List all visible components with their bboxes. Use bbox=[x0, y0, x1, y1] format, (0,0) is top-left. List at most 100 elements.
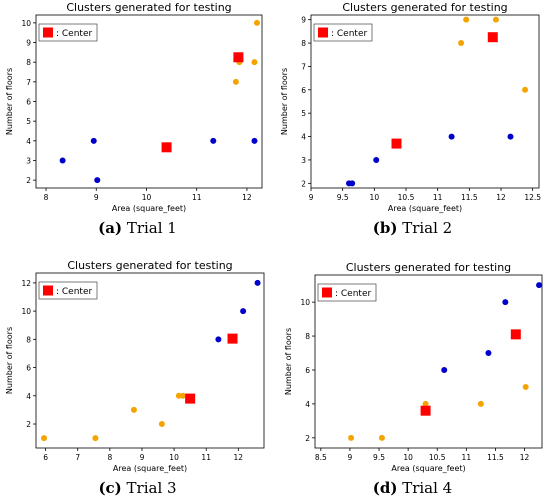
cluster-point-blue bbox=[502, 299, 509, 306]
chart-title: Clusters generated for testing bbox=[346, 261, 511, 274]
x-tick-label: 8 bbox=[107, 453, 112, 462]
cluster-point-orange bbox=[522, 86, 529, 93]
x-tick-label: 11 bbox=[462, 453, 472, 462]
center-marker bbox=[227, 333, 238, 344]
cluster-point-orange bbox=[92, 435, 99, 442]
cluster-point-blue bbox=[215, 336, 222, 343]
y-tick-label: 3 bbox=[301, 156, 306, 165]
x-tick-label: 11 bbox=[192, 193, 202, 202]
chart-title: Clusters generated for testing bbox=[342, 1, 507, 14]
y-axis-label: Number of floors bbox=[280, 68, 289, 135]
cluster-point-blue bbox=[349, 180, 356, 187]
caption-tag: (a) bbox=[98, 219, 123, 237]
y-tick-label: 6 bbox=[26, 98, 31, 107]
y-tick-label: 5 bbox=[301, 109, 306, 118]
y-axis-label: Number of floors bbox=[5, 68, 14, 135]
cluster-point-blue bbox=[210, 137, 217, 144]
cluster-point-blue bbox=[90, 137, 97, 144]
cluster-point-orange bbox=[180, 392, 187, 399]
x-axis-label: Area (square_feet) bbox=[113, 464, 187, 473]
caption-text: Trial 4 bbox=[397, 479, 453, 497]
y-tick-label: 8 bbox=[26, 58, 31, 67]
y-tick-label: 10 bbox=[21, 19, 31, 28]
cluster-point-orange bbox=[251, 59, 258, 66]
y-tick-label: 2 bbox=[26, 176, 31, 185]
legend-label: : Center bbox=[335, 289, 371, 299]
x-tick-label: 10 bbox=[370, 193, 380, 202]
cluster-point-orange bbox=[477, 400, 484, 407]
cluster-point-blue bbox=[485, 350, 492, 357]
caption-tag: (b) bbox=[372, 219, 398, 237]
x-tick-label: 8.5 bbox=[315, 453, 327, 462]
legend-label: : Center bbox=[331, 29, 367, 39]
legend-box bbox=[317, 283, 377, 302]
y-tick-label: 4 bbox=[301, 133, 306, 142]
y-tick-label: 6 bbox=[305, 366, 310, 375]
caption-text: Trial 1 bbox=[122, 219, 177, 237]
y-tick-label: 8 bbox=[301, 39, 306, 48]
x-axis-label: Area (square_feet) bbox=[391, 464, 465, 473]
legend-center-swatch bbox=[318, 27, 328, 38]
x-tick-label: 9.5 bbox=[337, 193, 349, 202]
cluster-point-orange bbox=[130, 406, 137, 413]
y-tick-label: 4 bbox=[26, 137, 31, 146]
x-tick-label: 12 bbox=[520, 453, 530, 462]
caption-trial-2: (b) Trial 2 bbox=[275, 219, 550, 237]
caption-text: Trial 2 bbox=[397, 219, 453, 237]
x-tick-label: 12 bbox=[242, 193, 252, 202]
y-tick-label: 6 bbox=[301, 86, 306, 95]
center-marker bbox=[420, 405, 431, 416]
plot-frame bbox=[310, 14, 540, 189]
y-tick-label: 9 bbox=[26, 39, 31, 48]
x-tick-label: 11 bbox=[433, 193, 443, 202]
cluster-point-blue bbox=[254, 279, 261, 286]
y-tick-label: 8 bbox=[26, 335, 31, 344]
panel-trial-3: Clusters generated for testing 6 7 8 9 10 11 12… bbox=[0, 256, 275, 476]
cluster-point-blue bbox=[441, 366, 448, 373]
x-tick-label: 10.5 bbox=[398, 193, 415, 202]
legend-box bbox=[38, 23, 98, 42]
y-tick-label: 4 bbox=[305, 400, 310, 409]
x-tick-label: 10 bbox=[403, 453, 413, 462]
x-axis-label: Area (square_feet) bbox=[388, 204, 462, 213]
cluster-point-orange bbox=[175, 392, 182, 399]
x-tick-label: 11.5 bbox=[487, 453, 504, 462]
y-tick-label: 2 bbox=[301, 179, 306, 188]
legend-center-swatch bbox=[322, 287, 332, 298]
panel-trial-2: Clusters generated for testing 9 9.5 10 10.5… bbox=[275, 0, 550, 215]
x-axis-label: Area (square_feet) bbox=[112, 204, 186, 213]
cluster-point-orange bbox=[348, 434, 355, 441]
cluster-point-blue bbox=[373, 156, 380, 163]
chart-trial-3: Clusters generated for testing 6 7 8 9 10 11 12… bbox=[5, 259, 265, 473]
chart-trial-2: Clusters generated for testing 9 9.5 10 10.5… bbox=[280, 1, 541, 213]
legend-center-swatch bbox=[43, 285, 53, 296]
chart-title: Clusters generated for testing bbox=[67, 259, 232, 272]
center-marker bbox=[185, 393, 196, 404]
caption-trial-3: (c) Trial 3 bbox=[0, 479, 275, 497]
y-tick-label: 10 bbox=[300, 298, 310, 307]
y-tick-label: 4 bbox=[26, 392, 31, 401]
cluster-point-blue bbox=[507, 133, 514, 140]
legend-box bbox=[38, 281, 98, 300]
y-tick-label: 7 bbox=[301, 62, 306, 71]
x-tick-label: 12 bbox=[496, 193, 506, 202]
x-tick-label: 9 bbox=[94, 193, 99, 202]
x-tick-label: 10.5 bbox=[429, 453, 446, 462]
cluster-point-orange bbox=[378, 434, 385, 441]
y-tick-label: 7 bbox=[26, 78, 31, 87]
caption-trial-4: (d) Trial 4 bbox=[275, 479, 550, 497]
x-tick-label: 11 bbox=[201, 453, 211, 462]
x-tick-label: 6 bbox=[43, 453, 48, 462]
cluster-point-orange bbox=[492, 16, 499, 23]
cluster-point-orange bbox=[158, 421, 165, 428]
y-axis-label: Number of floors bbox=[5, 327, 14, 394]
center-marker bbox=[233, 52, 244, 63]
cluster-point-blue bbox=[251, 137, 258, 144]
x-tick-label: 10 bbox=[142, 193, 152, 202]
x-tick-label: 7 bbox=[75, 453, 80, 462]
x-tick-label: 12.5 bbox=[524, 193, 541, 202]
caption-trial-1: (a) Trial 1 bbox=[0, 219, 275, 237]
y-tick-label: 5 bbox=[26, 117, 31, 126]
y-tick-label: 2 bbox=[305, 434, 310, 443]
